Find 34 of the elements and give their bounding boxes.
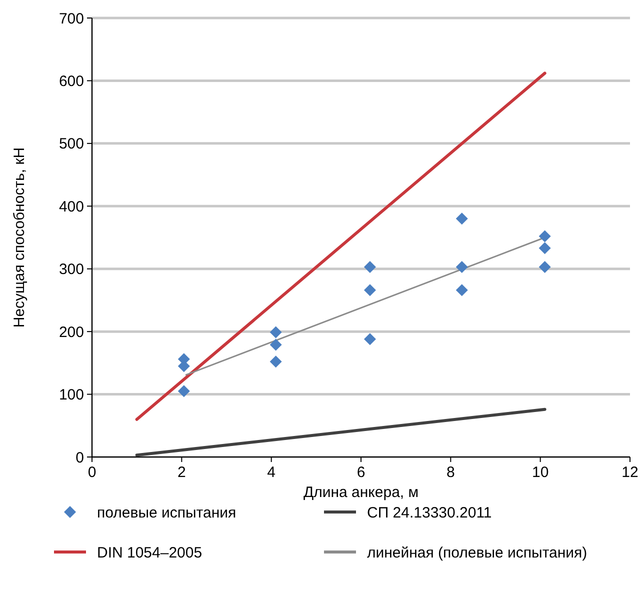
point xyxy=(270,338,282,351)
x-tick-label: 4 xyxy=(267,464,276,481)
point xyxy=(538,242,551,254)
legend-label: DIN 1054–2005 xyxy=(97,544,202,562)
point xyxy=(456,260,468,273)
point xyxy=(364,284,376,296)
y-tick-label: 400 xyxy=(58,198,84,216)
legend-label: линейная (полевые испытания) xyxy=(367,544,588,562)
x-axis-title: Длина анкера, м xyxy=(303,484,419,501)
x-tick-label: 8 xyxy=(446,464,455,481)
x-tick-label: 6 xyxy=(356,464,366,481)
legend-label: СП 24.13330.2011 xyxy=(367,504,492,522)
y-axis-title: Несущая способность, кН xyxy=(11,147,28,328)
point xyxy=(178,385,190,398)
y-tick-label: 700 xyxy=(58,10,84,28)
x-tick-label: 2 xyxy=(177,464,186,481)
legend-label: полевые испытания xyxy=(97,504,236,522)
y-tick-label: 100 xyxy=(58,386,84,404)
x-tick-label: 10 xyxy=(532,464,549,481)
point xyxy=(538,260,551,273)
x-tick-label: 12 xyxy=(622,464,638,481)
point xyxy=(456,212,468,225)
y-tick-label: 500 xyxy=(58,136,84,153)
point xyxy=(270,356,282,368)
x-tick-label: 0 xyxy=(88,464,96,481)
y-tick-label: 0 xyxy=(76,449,84,466)
point xyxy=(270,326,282,338)
point xyxy=(456,284,468,296)
y-tick-label: 300 xyxy=(58,261,84,278)
point xyxy=(538,230,551,242)
y-tick-label: 600 xyxy=(58,72,84,90)
point xyxy=(364,260,376,273)
y-tick-label: 200 xyxy=(58,324,84,341)
point xyxy=(364,333,376,346)
